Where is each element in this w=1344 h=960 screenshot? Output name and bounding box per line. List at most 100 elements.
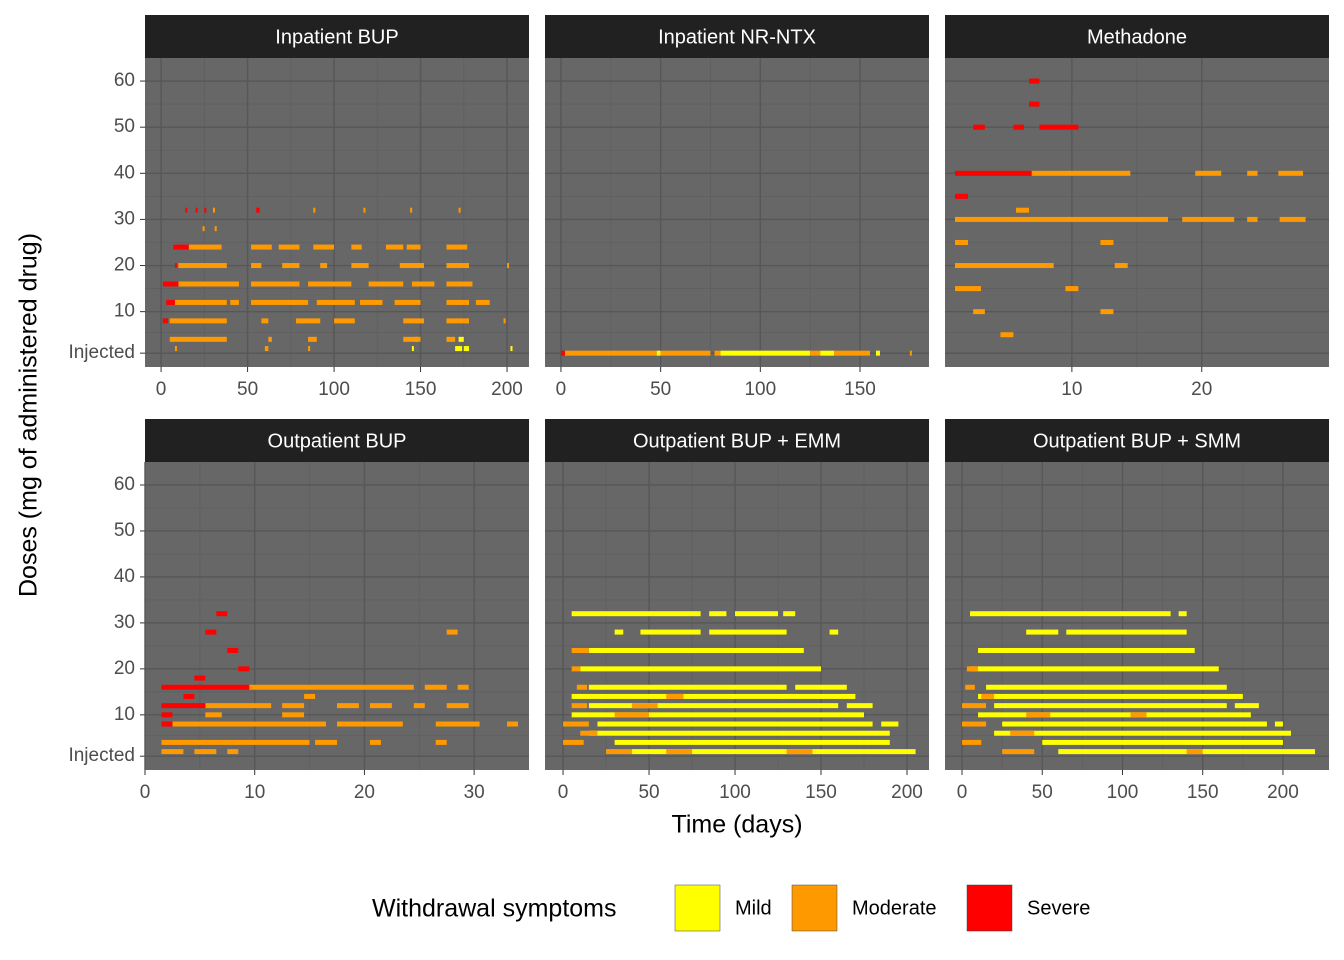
x-tick-label: 20 xyxy=(354,782,375,803)
dose-segment xyxy=(986,684,1227,690)
dose-segment xyxy=(174,263,177,269)
dose-segment xyxy=(446,318,469,324)
dose-segment xyxy=(161,749,184,755)
dose-segment xyxy=(576,684,588,690)
dose-segment xyxy=(230,299,239,305)
legend-label: Severe xyxy=(1027,897,1090,919)
legend-label: Moderate xyxy=(852,897,937,919)
dose-segment xyxy=(909,350,912,356)
strip xyxy=(945,419,1329,462)
dose-segment xyxy=(212,207,215,213)
dose-segment xyxy=(510,346,513,352)
dose-segment xyxy=(1066,629,1187,635)
dose-segment xyxy=(227,647,239,653)
dose-segment xyxy=(1029,78,1040,84)
dose-segment xyxy=(1186,749,1203,755)
dose-segment xyxy=(264,346,269,352)
dose-segment xyxy=(588,730,890,736)
dose-segment xyxy=(446,703,469,709)
dose-segment xyxy=(173,244,189,250)
panel-background xyxy=(545,58,929,367)
dose-segment xyxy=(161,712,173,718)
y-tick-label: 30 xyxy=(114,612,135,633)
x-tick-label: 100 xyxy=(318,379,350,400)
panel-background xyxy=(145,462,529,770)
strip-title: Outpatient BUP + SMM xyxy=(1033,430,1241,452)
dose-segment xyxy=(1100,309,1114,315)
dose-segment xyxy=(424,684,447,690)
legend-key xyxy=(674,884,721,932)
x-tick-label: 150 xyxy=(844,379,876,400)
dose-segment xyxy=(313,244,335,250)
strip-title: Outpatient BUP + EMM xyxy=(633,430,841,452)
dose-segment xyxy=(446,263,469,269)
y-tick-label: 60 xyxy=(114,70,135,91)
dose-segment xyxy=(970,611,1171,617)
dose-segment xyxy=(1279,216,1306,222)
dose-segment xyxy=(954,193,968,199)
dose-segment xyxy=(1274,721,1283,727)
y-tick-label: 10 xyxy=(114,704,135,725)
dose-segment xyxy=(994,703,1227,709)
dose-segment xyxy=(640,629,701,635)
dose-segment xyxy=(214,226,217,232)
dose-segment xyxy=(161,721,173,727)
x-tick-label: 30 xyxy=(464,782,485,803)
dose-segment xyxy=(614,629,624,635)
x-tick-label: 200 xyxy=(891,782,923,803)
dose-segment xyxy=(1013,124,1024,130)
x-tick-label: 100 xyxy=(1107,782,1139,803)
y-axis-title: Doses (mg of administered drug) xyxy=(15,233,43,597)
dose-segment xyxy=(161,703,206,709)
dose-segment xyxy=(403,336,421,342)
dose-segment xyxy=(954,286,981,292)
x-tick-label: 200 xyxy=(491,379,523,400)
dose-segment xyxy=(829,629,839,635)
dose-segment xyxy=(631,749,916,755)
dose-segment xyxy=(172,721,327,727)
dose-segment xyxy=(406,244,421,250)
y-tick-label: 60 xyxy=(114,474,135,495)
dose-segment xyxy=(1247,216,1258,222)
dose-segment xyxy=(571,647,589,653)
legend-title: Withdrawal symptoms xyxy=(372,895,617,923)
dose-segment xyxy=(169,336,227,342)
dose-segment xyxy=(834,350,870,356)
dose-segment xyxy=(1195,170,1222,176)
dose-segment xyxy=(810,350,821,356)
dose-segment xyxy=(571,611,701,617)
dose-segment xyxy=(656,350,661,356)
dose-segment xyxy=(1065,286,1079,292)
dose-segment xyxy=(411,346,414,352)
dose-segment xyxy=(954,263,1054,269)
dose-segment xyxy=(795,684,847,690)
x-tick-label: 50 xyxy=(650,379,671,400)
dose-segment xyxy=(204,207,207,213)
dose-segment xyxy=(410,207,413,213)
dose-segment xyxy=(614,739,890,745)
dose-segment xyxy=(1278,170,1304,176)
strip-title: Outpatient BUP xyxy=(268,430,407,452)
dose-segment xyxy=(660,350,711,356)
dose-segment xyxy=(282,712,305,718)
y-tick-label: 40 xyxy=(114,162,135,183)
dose-segment xyxy=(875,350,880,356)
dose-segment xyxy=(820,350,835,356)
dose-segment xyxy=(709,611,727,617)
dose-segment xyxy=(978,693,1243,699)
dose-segment xyxy=(1114,263,1128,269)
dose-segment xyxy=(178,263,227,269)
dose-segment xyxy=(606,749,632,755)
dose-segment xyxy=(1016,207,1030,213)
dose-segment xyxy=(183,693,195,699)
dose-segment xyxy=(446,299,469,305)
x-tick-label: 50 xyxy=(237,379,258,400)
dose-segment xyxy=(463,346,469,352)
dose-segment xyxy=(455,346,463,352)
dose-segment xyxy=(251,299,309,305)
dose-segment xyxy=(457,684,469,690)
x-tick-label: 100 xyxy=(719,782,751,803)
dose-segment xyxy=(385,244,404,250)
dose-segment xyxy=(571,666,581,672)
dose-segment xyxy=(403,318,425,324)
